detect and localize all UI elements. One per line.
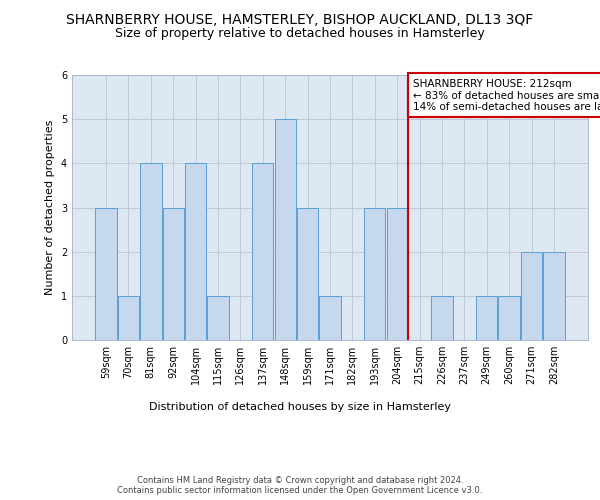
Bar	[95, 208, 117, 340]
Text: Distribution of detached houses by size in Hamsterley: Distribution of detached houses by size …	[149, 402, 451, 412]
Text: SHARNBERRY HOUSE, HAMSTERLEY, BISHOP AUCKLAND, DL13 3QF: SHARNBERRY HOUSE, HAMSTERLEY, BISHOP AUC…	[67, 12, 533, 26]
Bar	[521, 252, 542, 340]
Bar	[297, 208, 318, 340]
Bar	[208, 296, 229, 340]
Text: Contains HM Land Registry data © Crown copyright and database right 2024.
Contai: Contains HM Land Registry data © Crown c…	[118, 476, 482, 495]
Bar	[118, 296, 139, 340]
Bar	[275, 119, 296, 340]
Bar	[163, 208, 184, 340]
Bar	[319, 296, 341, 340]
Text: SHARNBERRY HOUSE: 212sqm
← 83% of detached houses are smaller (35)
14% of semi-d: SHARNBERRY HOUSE: 212sqm ← 83% of detach…	[413, 78, 600, 112]
Y-axis label: Number of detached properties: Number of detached properties	[46, 120, 55, 295]
Bar	[364, 208, 385, 340]
Bar	[185, 164, 206, 340]
Text: Size of property relative to detached houses in Hamsterley: Size of property relative to detached ho…	[115, 28, 485, 40]
Bar	[386, 208, 408, 340]
Bar	[140, 164, 161, 340]
Bar	[431, 296, 452, 340]
Bar	[543, 252, 565, 340]
Bar	[252, 164, 274, 340]
Bar	[476, 296, 497, 340]
Bar	[499, 296, 520, 340]
